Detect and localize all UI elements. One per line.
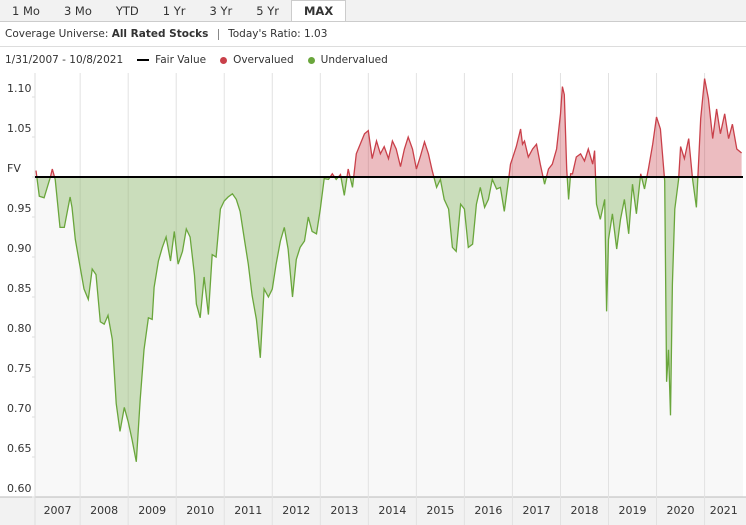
y-tick-label: 1.10 bbox=[7, 82, 32, 95]
undervalued-line bbox=[36, 177, 699, 462]
legend-label: Undervalued bbox=[320, 54, 388, 66]
y-tick-label: 0.75 bbox=[7, 362, 32, 375]
legend-swatch bbox=[137, 59, 150, 61]
tab-bar: 1 Mo 3 Mo YTD 1 Yr 3 Yr 5 Yr MAX bbox=[0, 0, 746, 22]
x-tick-label: 2007 bbox=[44, 504, 72, 517]
y-tick-label: 0.90 bbox=[7, 242, 32, 255]
date-range: 1/31/2007 - 10/8/2021 bbox=[5, 54, 124, 66]
tab[interactable]: MAX bbox=[290, 0, 347, 21]
x-tick-label: 2011 bbox=[234, 504, 262, 517]
tab[interactable]: 1 Yr bbox=[162, 4, 186, 18]
legend-item: Overvalued bbox=[220, 47, 294, 73]
x-tick-label: 2009 bbox=[138, 504, 166, 517]
ratio-text: Today's Ratio: 1.03 bbox=[228, 28, 328, 40]
y-tick-label: 1.05 bbox=[7, 122, 32, 135]
x-axis-bg bbox=[0, 497, 746, 525]
x-tick-label: 2012 bbox=[282, 504, 310, 517]
x-tick-label: 2020 bbox=[667, 504, 695, 517]
y-tick-label: 0.65 bbox=[7, 442, 32, 455]
undervalued-area bbox=[36, 177, 742, 462]
tab[interactable]: 3 Mo bbox=[63, 4, 92, 18]
legend-bar: 1/31/2007 - 10/8/2021 Fair Value Overvalu… bbox=[0, 47, 746, 73]
legend-swatch bbox=[307, 56, 315, 64]
tab[interactable]: 1 Mo bbox=[12, 4, 40, 18]
y-tick-label: 0.85 bbox=[7, 282, 32, 295]
x-tick-label: 2017 bbox=[522, 504, 550, 517]
tab[interactable]: YTD bbox=[115, 4, 139, 18]
x-tick-label: 2021 bbox=[710, 504, 738, 517]
universe: All Rated Stocks bbox=[111, 28, 209, 40]
legend-label: Overvalued bbox=[233, 54, 294, 66]
y-tick-label: FV bbox=[7, 162, 21, 175]
y-tick-label: 0.60 bbox=[7, 482, 32, 495]
x-tick-label: 2013 bbox=[330, 504, 358, 517]
x-tick-label: 2010 bbox=[186, 504, 214, 517]
overvalued-area bbox=[36, 78, 742, 177]
universe-label: Coverage Universe: bbox=[5, 28, 109, 40]
x-tick-label: 2008 bbox=[90, 504, 118, 517]
tab[interactable]: 3 Yr bbox=[209, 4, 233, 18]
x-tick-label: 2014 bbox=[378, 504, 406, 517]
y-tick-label: 0.70 bbox=[7, 402, 32, 415]
legend-item: Undervalued bbox=[307, 47, 388, 73]
x-tick-label: 2016 bbox=[474, 504, 502, 517]
overvalued-line bbox=[35, 78, 743, 177]
x-tick-label: 2019 bbox=[619, 504, 647, 517]
y-tick-label: 0.95 bbox=[7, 202, 32, 215]
separator bbox=[217, 28, 219, 40]
info-bar: Coverage Universe: All Rated Stocks Toda… bbox=[0, 22, 746, 47]
legend-label: Fair Value bbox=[155, 54, 207, 66]
x-tick-label: 2018 bbox=[570, 504, 598, 517]
tab[interactable]: 5 Yr bbox=[256, 4, 279, 18]
plot-below-bg bbox=[35, 177, 743, 497]
legend-swatch bbox=[220, 56, 228, 64]
legend-item: Fair Value bbox=[137, 47, 206, 73]
y-tick-label: 0.80 bbox=[7, 322, 32, 335]
x-tick-label: 2015 bbox=[426, 504, 454, 517]
